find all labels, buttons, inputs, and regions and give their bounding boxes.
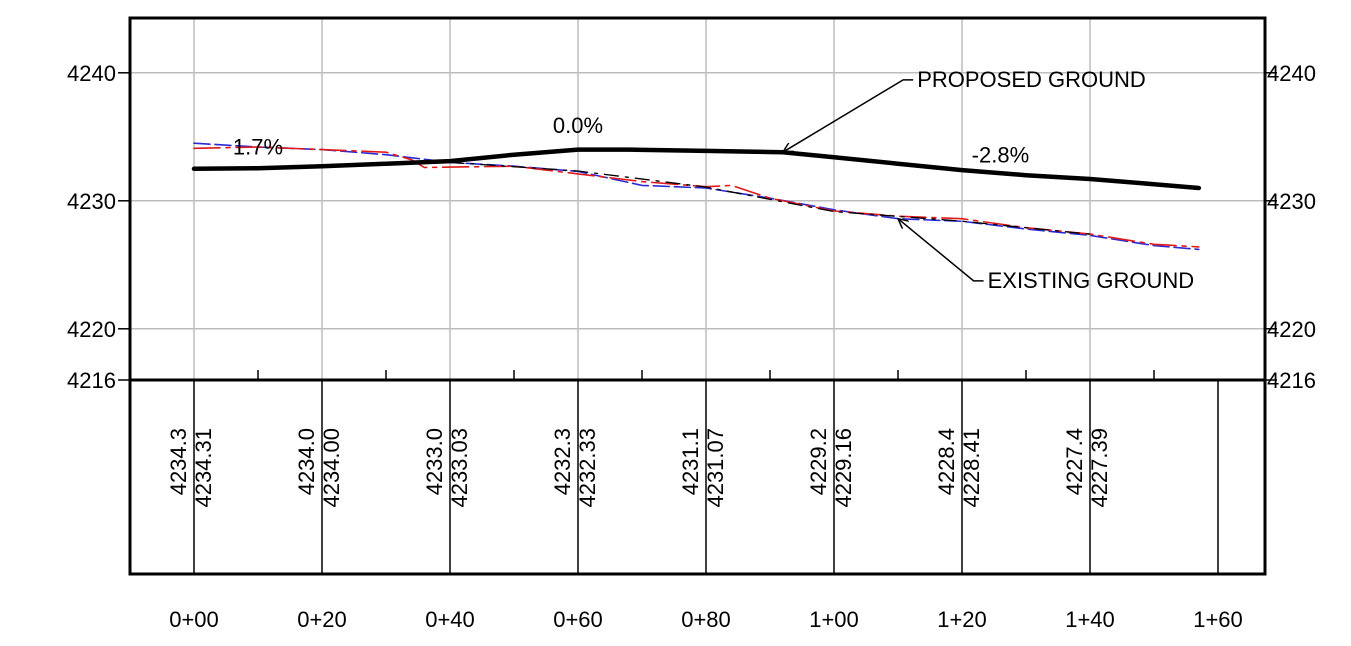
label-layer: 4240 4240 4230 4230 4220 4220 4216 4216 0+00 0+20… (67, 61, 1316, 632)
station-label: 1+00 (809, 607, 859, 632)
tick-layer (118, 72, 1277, 381)
table-existing-elevation: 4228.41 (959, 428, 984, 508)
table-existing-elevation: 4231.07 (703, 428, 728, 508)
series-line-proposed-ground (191, 147, 1202, 191)
table-proposed-elevation: 4228.4 (934, 428, 959, 495)
station-label: 0+80 (681, 607, 731, 632)
table-existing-elevation: 4234.00 (319, 428, 344, 508)
table-proposed-elevation: 4229.2 (806, 428, 831, 495)
table-proposed-elevation: 4227.4 (1062, 428, 1087, 495)
elevation-label-left: 4230 (67, 189, 116, 214)
elevation-table: 4234.3 4234.31 4234.0 4234.00 4233.0 4233.03 4… (166, 380, 1219, 574)
table-existing-elevation: 4233.03 (447, 428, 472, 508)
table-existing-elevation: 4227.39 (1087, 428, 1112, 508)
elevation-label-right: 4216 (1267, 368, 1316, 393)
station-label: 0+00 (169, 607, 219, 632)
elevation-label-right: 4230 (1267, 189, 1316, 214)
table-proposed-elevation: 4234.0 (294, 428, 319, 495)
table-proposed-elevation: 4232.3 (550, 428, 575, 495)
series-layer (191, 142, 1202, 251)
table-proposed-elevation: 4233.0 (422, 428, 447, 495)
frame-layer (128, 16, 1267, 576)
station-label: 1+60 (1193, 607, 1243, 632)
annotation-existing-ground: EXISTING GROUND (988, 268, 1195, 293)
elevation-label-right: 4240 (1267, 61, 1316, 86)
table-proposed-elevation: 4234.3 (166, 428, 191, 495)
annotation-1-7: 1.7% (233, 135, 283, 160)
station-label: 0+20 (297, 607, 347, 632)
table-existing-elevation: 4232.33 (575, 428, 600, 508)
series-line-existing-blue (193, 142, 1200, 251)
annotation-proposed-ground: PROPOSED GROUND (917, 67, 1146, 92)
elevation-label-left: 4240 (67, 61, 116, 86)
leader-line (783, 79, 914, 152)
station-label: 0+60 (553, 607, 603, 632)
station-label: 1+20 (937, 607, 987, 632)
annotation-layer: 1.7% 0.0% -2.8% PROPOSED GROUND EXISTING GRO… (233, 67, 1194, 293)
table-existing-elevation: 4234.31 (191, 428, 216, 508)
series-line-existing-black (449, 161, 1091, 235)
profile-frame (128, 16, 1267, 576)
annotation-2-8: -2.8% (972, 142, 1029, 167)
station-label: 0+40 (425, 607, 475, 632)
annotation-0-0: 0.0% (553, 113, 603, 138)
elevation-label-left: 4216 (67, 368, 116, 393)
series-line-existing-red (193, 146, 1200, 248)
grid-layer (130, 18, 1265, 380)
elevation-label-right: 4220 (1267, 317, 1316, 342)
elevation-label-left: 4220 (67, 317, 116, 342)
table-existing-elevation: 4229.16 (831, 428, 856, 508)
table-proposed-elevation: 4231.1 (678, 428, 703, 495)
leader-line (898, 219, 984, 282)
station-label: 1+40 (1065, 607, 1115, 632)
